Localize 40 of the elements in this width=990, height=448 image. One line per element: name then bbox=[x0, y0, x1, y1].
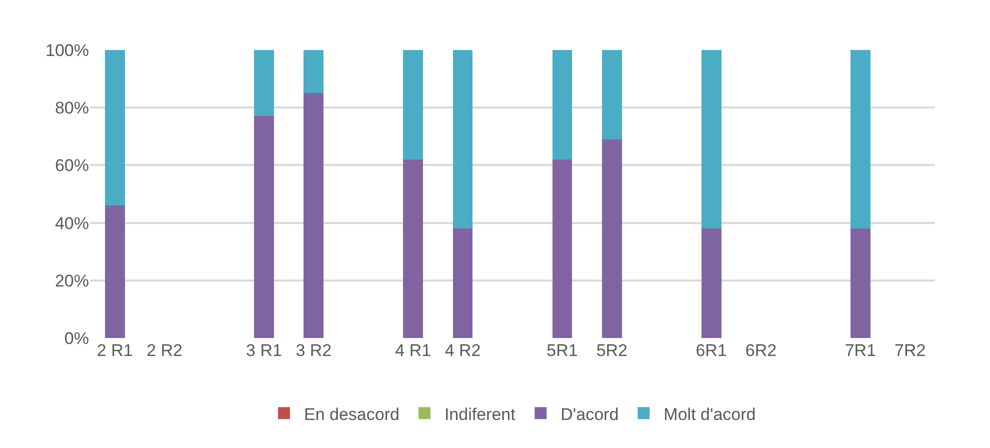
bar bbox=[304, 50, 324, 94]
y-tick-label: 80% bbox=[54, 98, 89, 118]
bar bbox=[602, 50, 622, 140]
bar bbox=[850, 228, 870, 338]
legend-label: D'acord bbox=[560, 404, 619, 424]
x-tick-label: 4 R2 bbox=[444, 341, 481, 360]
bar bbox=[701, 50, 722, 229]
bar bbox=[403, 50, 424, 160]
x-tick-label: 7R2 bbox=[894, 341, 926, 360]
x-tick-label: 3 R1 bbox=[246, 341, 282, 360]
x-tick-label: 7R1 bbox=[844, 341, 876, 360]
x-tick-label: 5R2 bbox=[596, 341, 628, 360]
x-tick-label: 4 R1 bbox=[395, 341, 432, 360]
bar bbox=[850, 50, 870, 229]
x-tick-label: 6R2 bbox=[745, 341, 777, 360]
y-tick-label: 100% bbox=[46, 40, 89, 60]
x-tick-label: 3 R2 bbox=[296, 341, 332, 360]
legend-label: Molt d'acord bbox=[664, 404, 756, 424]
bar bbox=[602, 139, 622, 338]
bar bbox=[552, 50, 572, 160]
x-tick-label: 2 R1 bbox=[96, 341, 133, 360]
y-tick-label: 20% bbox=[54, 271, 89, 290]
bar bbox=[403, 159, 424, 338]
x-tick-label: 2 R2 bbox=[146, 341, 183, 360]
bar bbox=[254, 50, 274, 116]
y-tick-label: 60% bbox=[54, 156, 89, 176]
bar bbox=[552, 159, 572, 338]
legend-label: En desacord bbox=[304, 404, 400, 424]
bar bbox=[452, 50, 473, 229]
bar bbox=[701, 228, 722, 338]
y-tick-label: 0% bbox=[64, 328, 89, 348]
bar bbox=[304, 93, 324, 338]
bar bbox=[104, 206, 125, 338]
x-tick-label: 6R1 bbox=[696, 341, 727, 360]
legend-label: Indiferent bbox=[444, 404, 516, 424]
bar bbox=[104, 50, 125, 206]
x-tick-label: 5R1 bbox=[546, 341, 578, 360]
y-tick-label: 40% bbox=[54, 214, 89, 233]
bar bbox=[452, 228, 473, 338]
bar bbox=[254, 116, 274, 338]
